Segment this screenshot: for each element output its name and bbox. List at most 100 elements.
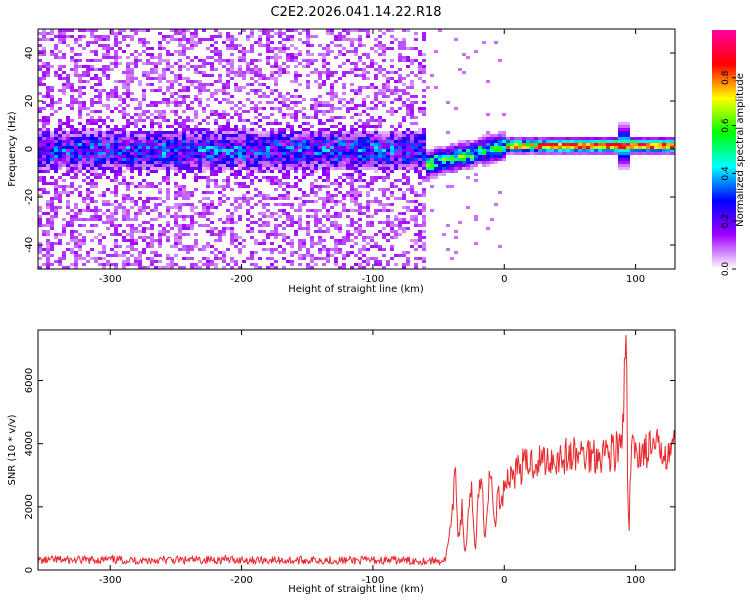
spectrogram-cell [382,83,386,86]
spectrogram-cell [46,263,50,266]
spectrogram-cell [350,218,354,221]
spectrogram-cell [94,128,98,131]
spectrogram-cell [422,113,426,116]
spectrogram-cell [134,242,138,245]
spectrogram-cell [470,167,474,170]
spectrogram-cell [342,128,346,131]
spectrogram-cell [286,92,290,95]
spectrogram-cell [102,257,106,260]
spectrogram-cell [74,203,78,206]
spectrogram-cell [62,149,66,152]
spectrogram-cell [194,140,198,143]
spectrogram-cell [166,224,170,227]
spectrogram-cell [250,263,254,266]
spectrogram-cell [406,221,410,224]
spectrogram-cell [154,62,158,65]
spectrogram-cell [150,122,154,125]
spectrogram-cell [274,122,278,125]
spectrogram-cell [250,206,254,209]
spectrogram-cell [534,143,538,146]
spectrogram-cell [338,176,342,179]
spectrogram-cell [246,98,250,101]
spectrogram-cell [246,170,250,173]
spectrogram-cell [398,167,402,170]
spectrogram-cell [154,134,158,137]
spectrogram-cell [150,56,154,59]
spectrogram-cell [334,221,338,224]
spectrogram-cell [350,116,354,119]
spectrogram-cell [266,236,270,239]
spectrogram-cell [38,194,42,197]
spectrogram-cell [634,149,638,152]
spectrogram-cell [474,215,478,218]
spectrogram-cell [214,185,218,188]
spectrogram-cell [322,200,326,203]
spectrogram-cell [334,257,338,260]
spectrogram-cell [126,239,130,242]
spectrogram-cell [262,44,266,47]
spectrogram-cell [318,143,322,146]
spectrogram-cell [142,206,146,209]
spectrogram-cell [358,224,362,227]
spectrogram-cell [386,239,390,242]
spectrogram-cell [406,143,410,146]
spectrogram-cell [378,71,382,74]
spectrogram-cell [90,152,94,155]
spectrogram-cell [258,191,262,194]
spectrogram-cell [206,158,210,161]
spectrogram-cell [90,161,94,164]
spectrogram-cell [202,131,206,134]
spectrogram-cell [226,218,230,221]
spectrogram-cell [46,254,50,257]
spectrogram-cell [266,224,270,227]
spectrogram-cell [374,74,378,77]
spectrogram-cell [226,152,230,155]
spectrogram-cell [314,218,318,221]
spectrogram-cell [322,104,326,107]
spectrogram-cell [198,89,202,92]
x-tick-label: -300 [99,575,122,586]
spectrogram-cell [174,29,178,32]
spectrogram-cell [126,182,130,185]
spectrogram-cell [254,59,258,62]
spectrogram-cell [106,98,110,101]
spectrogram-cell [166,35,170,38]
spectrogram-cell [626,131,630,134]
spectrogram-cell [246,209,250,212]
spectrogram-cell [98,38,102,41]
spectrogram-cell [638,152,642,155]
spectrogram-cell [290,161,294,164]
spectrogram-cell [58,128,62,131]
spectrogram-cell [330,224,334,227]
spectrogram-cell [566,146,570,149]
spectrogram-cell [350,155,354,158]
spectrogram-cell [154,101,158,104]
spectrogram-cell [146,173,150,176]
spectrogram-cell [122,266,126,269]
spectrogram-cell [402,41,406,44]
spectrogram-cell [166,41,170,44]
spectrogram-cell [150,251,154,254]
spectrogram-cell [82,209,86,212]
spectrogram-cell [226,185,230,188]
spectrogram-cell [94,29,98,32]
spectrogram-cell [438,173,442,176]
spectrogram-cell [338,230,342,233]
spectrogram-cell [54,212,58,215]
spectrogram-cell [258,74,262,77]
spectrogram-cell [282,161,286,164]
spectrogram-cell [46,71,50,74]
spectrogram-cell [330,215,334,218]
spectrogram-cell [38,248,42,251]
spectrogram-cell [666,152,670,155]
spectrogram-cell [422,68,426,71]
spectrogram-cell [106,254,110,257]
spectrogram-cell [342,179,346,182]
spectrogram-cell [578,149,582,152]
spectrogram-cell [206,176,210,179]
spectrogram-cell [146,221,150,224]
spectrogram-cell [346,107,350,110]
spectrogram-cell [486,158,490,161]
spectrogram-cell [78,209,82,212]
spectrogram-cell [314,194,318,197]
